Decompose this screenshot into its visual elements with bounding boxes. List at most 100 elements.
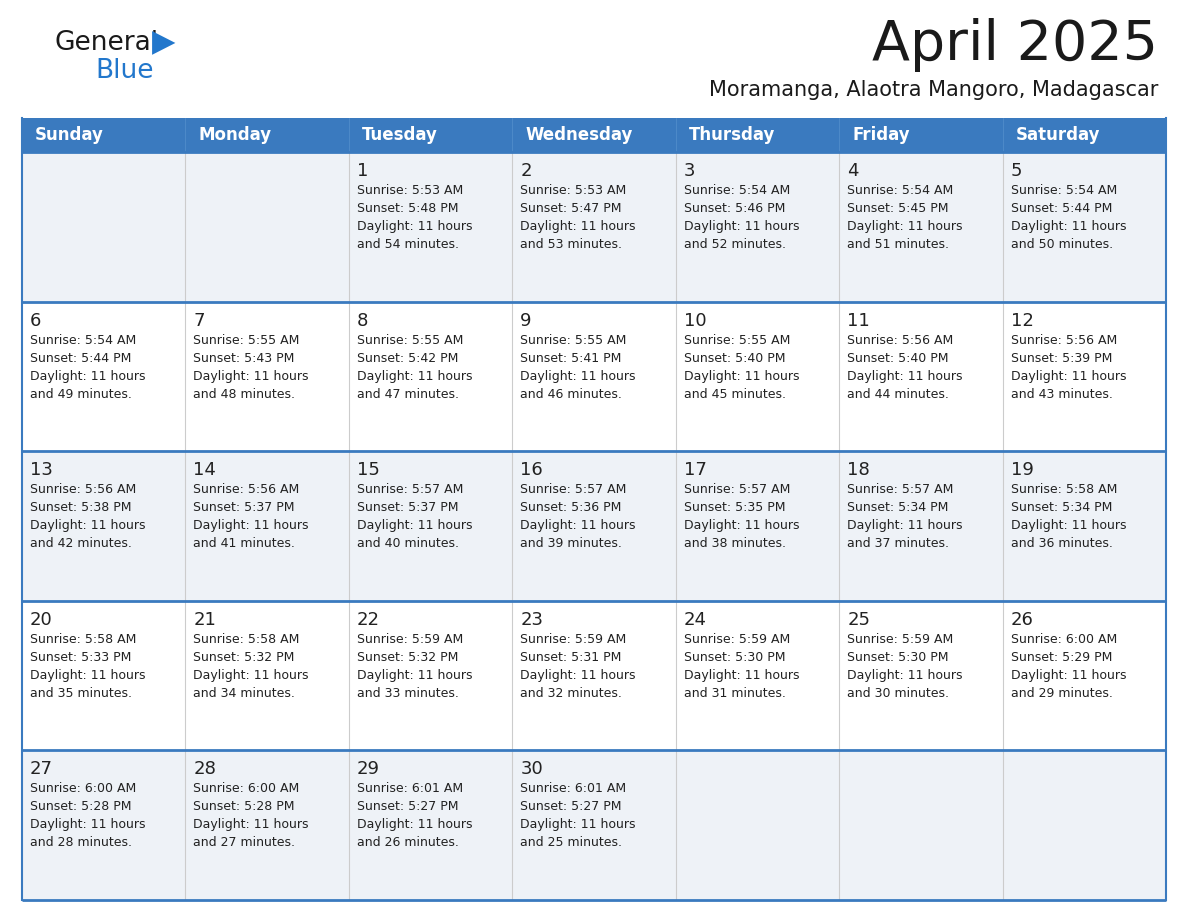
- Text: 6: 6: [30, 311, 42, 330]
- Text: Sunset: 5:33 PM: Sunset: 5:33 PM: [30, 651, 132, 664]
- Text: 29: 29: [356, 760, 380, 778]
- Text: 23: 23: [520, 610, 543, 629]
- Text: Sunrise: 5:57 AM: Sunrise: 5:57 AM: [684, 483, 790, 497]
- Text: Sunrise: 6:00 AM: Sunrise: 6:00 AM: [1011, 633, 1117, 645]
- Text: Sunset: 5:47 PM: Sunset: 5:47 PM: [520, 202, 621, 215]
- Text: and 36 minutes.: and 36 minutes.: [1011, 537, 1112, 550]
- Text: Friday: Friday: [852, 126, 910, 144]
- Text: Daylight: 11 hours: Daylight: 11 hours: [356, 819, 473, 832]
- Text: 8: 8: [356, 311, 368, 330]
- Text: Sunrise: 5:56 AM: Sunrise: 5:56 AM: [30, 483, 137, 497]
- Text: and 29 minutes.: and 29 minutes.: [1011, 687, 1112, 700]
- Text: Sunrise: 5:56 AM: Sunrise: 5:56 AM: [194, 483, 299, 497]
- Text: Daylight: 11 hours: Daylight: 11 hours: [847, 370, 962, 383]
- Text: 11: 11: [847, 311, 870, 330]
- Text: Sunset: 5:37 PM: Sunset: 5:37 PM: [194, 501, 295, 514]
- Text: 1: 1: [356, 162, 368, 180]
- Text: Sunset: 5:48 PM: Sunset: 5:48 PM: [356, 202, 459, 215]
- Text: Daylight: 11 hours: Daylight: 11 hours: [684, 520, 800, 532]
- Text: and 39 minutes.: and 39 minutes.: [520, 537, 623, 550]
- Text: Sunset: 5:43 PM: Sunset: 5:43 PM: [194, 352, 295, 364]
- Text: Sunset: 5:27 PM: Sunset: 5:27 PM: [356, 800, 459, 813]
- Text: Sunset: 5:34 PM: Sunset: 5:34 PM: [847, 501, 948, 514]
- Text: 25: 25: [847, 610, 870, 629]
- Text: Daylight: 11 hours: Daylight: 11 hours: [1011, 669, 1126, 682]
- Text: Daylight: 11 hours: Daylight: 11 hours: [30, 520, 145, 532]
- Text: 10: 10: [684, 311, 707, 330]
- Text: 14: 14: [194, 461, 216, 479]
- Text: Sunset: 5:32 PM: Sunset: 5:32 PM: [194, 651, 295, 664]
- Text: Daylight: 11 hours: Daylight: 11 hours: [356, 370, 473, 383]
- Text: Sunset: 5:30 PM: Sunset: 5:30 PM: [684, 651, 785, 664]
- Text: and 26 minutes.: and 26 minutes.: [356, 836, 459, 849]
- Text: 5: 5: [1011, 162, 1022, 180]
- Text: 27: 27: [30, 760, 53, 778]
- Text: 3: 3: [684, 162, 695, 180]
- Text: 16: 16: [520, 461, 543, 479]
- Text: and 53 minutes.: and 53 minutes.: [520, 238, 623, 251]
- Bar: [23, 302, 1165, 452]
- Text: Daylight: 11 hours: Daylight: 11 hours: [1011, 520, 1126, 532]
- Text: Sunrise: 5:57 AM: Sunrise: 5:57 AM: [356, 483, 463, 497]
- Text: Monday: Monday: [198, 126, 272, 144]
- Text: Sunday: Sunday: [36, 126, 103, 144]
- Text: Sunset: 5:41 PM: Sunset: 5:41 PM: [520, 352, 621, 364]
- Text: Sunset: 5:35 PM: Sunset: 5:35 PM: [684, 501, 785, 514]
- Text: Sunset: 5:38 PM: Sunset: 5:38 PM: [30, 501, 132, 514]
- Text: and 34 minutes.: and 34 minutes.: [194, 687, 296, 700]
- Text: 22: 22: [356, 610, 380, 629]
- Text: Daylight: 11 hours: Daylight: 11 hours: [356, 520, 473, 532]
- Text: 7: 7: [194, 311, 204, 330]
- Bar: [23, 600, 1165, 750]
- Text: Daylight: 11 hours: Daylight: 11 hours: [520, 819, 636, 832]
- Text: Daylight: 11 hours: Daylight: 11 hours: [194, 370, 309, 383]
- Text: Sunset: 5:29 PM: Sunset: 5:29 PM: [1011, 651, 1112, 664]
- Text: and 46 minutes.: and 46 minutes.: [520, 387, 623, 400]
- Text: Sunrise: 5:59 AM: Sunrise: 5:59 AM: [684, 633, 790, 645]
- Text: Daylight: 11 hours: Daylight: 11 hours: [30, 370, 145, 383]
- Text: and 49 minutes.: and 49 minutes.: [30, 387, 132, 400]
- Text: and 28 minutes.: and 28 minutes.: [30, 836, 132, 849]
- Text: Tuesday: Tuesday: [362, 126, 438, 144]
- Text: Sunset: 5:42 PM: Sunset: 5:42 PM: [356, 352, 459, 364]
- Text: Daylight: 11 hours: Daylight: 11 hours: [520, 520, 636, 532]
- Text: and 47 minutes.: and 47 minutes.: [356, 387, 459, 400]
- Text: Sunrise: 6:01 AM: Sunrise: 6:01 AM: [356, 782, 463, 795]
- Text: and 54 minutes.: and 54 minutes.: [356, 238, 459, 251]
- Text: 28: 28: [194, 760, 216, 778]
- Text: Sunset: 5:37 PM: Sunset: 5:37 PM: [356, 501, 459, 514]
- Text: 26: 26: [1011, 610, 1034, 629]
- Text: Sunrise: 5:54 AM: Sunrise: 5:54 AM: [847, 184, 954, 197]
- Text: Daylight: 11 hours: Daylight: 11 hours: [684, 370, 800, 383]
- Text: Daylight: 11 hours: Daylight: 11 hours: [194, 520, 309, 532]
- Bar: [23, 118, 1165, 152]
- Text: Sunrise: 5:55 AM: Sunrise: 5:55 AM: [684, 333, 790, 347]
- Text: Sunset: 5:46 PM: Sunset: 5:46 PM: [684, 202, 785, 215]
- Text: and 35 minutes.: and 35 minutes.: [30, 687, 132, 700]
- Text: 2: 2: [520, 162, 532, 180]
- Text: Daylight: 11 hours: Daylight: 11 hours: [684, 220, 800, 233]
- Text: and 41 minutes.: and 41 minutes.: [194, 537, 296, 550]
- Text: and 48 minutes.: and 48 minutes.: [194, 387, 296, 400]
- Text: Sunrise: 5:59 AM: Sunrise: 5:59 AM: [356, 633, 463, 645]
- Text: Daylight: 11 hours: Daylight: 11 hours: [30, 819, 145, 832]
- Text: and 45 minutes.: and 45 minutes.: [684, 387, 785, 400]
- Text: Daylight: 11 hours: Daylight: 11 hours: [847, 220, 962, 233]
- Text: 17: 17: [684, 461, 707, 479]
- Text: Daylight: 11 hours: Daylight: 11 hours: [30, 669, 145, 682]
- Text: Daylight: 11 hours: Daylight: 11 hours: [520, 370, 636, 383]
- Text: and 44 minutes.: and 44 minutes.: [847, 387, 949, 400]
- Text: and 25 minutes.: and 25 minutes.: [520, 836, 623, 849]
- Text: Sunset: 5:44 PM: Sunset: 5:44 PM: [1011, 202, 1112, 215]
- Text: 9: 9: [520, 311, 532, 330]
- Text: and 50 minutes.: and 50 minutes.: [1011, 238, 1113, 251]
- Text: and 51 minutes.: and 51 minutes.: [847, 238, 949, 251]
- Text: 21: 21: [194, 610, 216, 629]
- Text: and 38 minutes.: and 38 minutes.: [684, 537, 785, 550]
- Text: and 33 minutes.: and 33 minutes.: [356, 687, 459, 700]
- Text: Daylight: 11 hours: Daylight: 11 hours: [1011, 370, 1126, 383]
- Text: Sunrise: 5:58 AM: Sunrise: 5:58 AM: [1011, 483, 1117, 497]
- Text: Sunrise: 5:59 AM: Sunrise: 5:59 AM: [520, 633, 626, 645]
- Bar: [23, 452, 1165, 600]
- Text: Daylight: 11 hours: Daylight: 11 hours: [194, 669, 309, 682]
